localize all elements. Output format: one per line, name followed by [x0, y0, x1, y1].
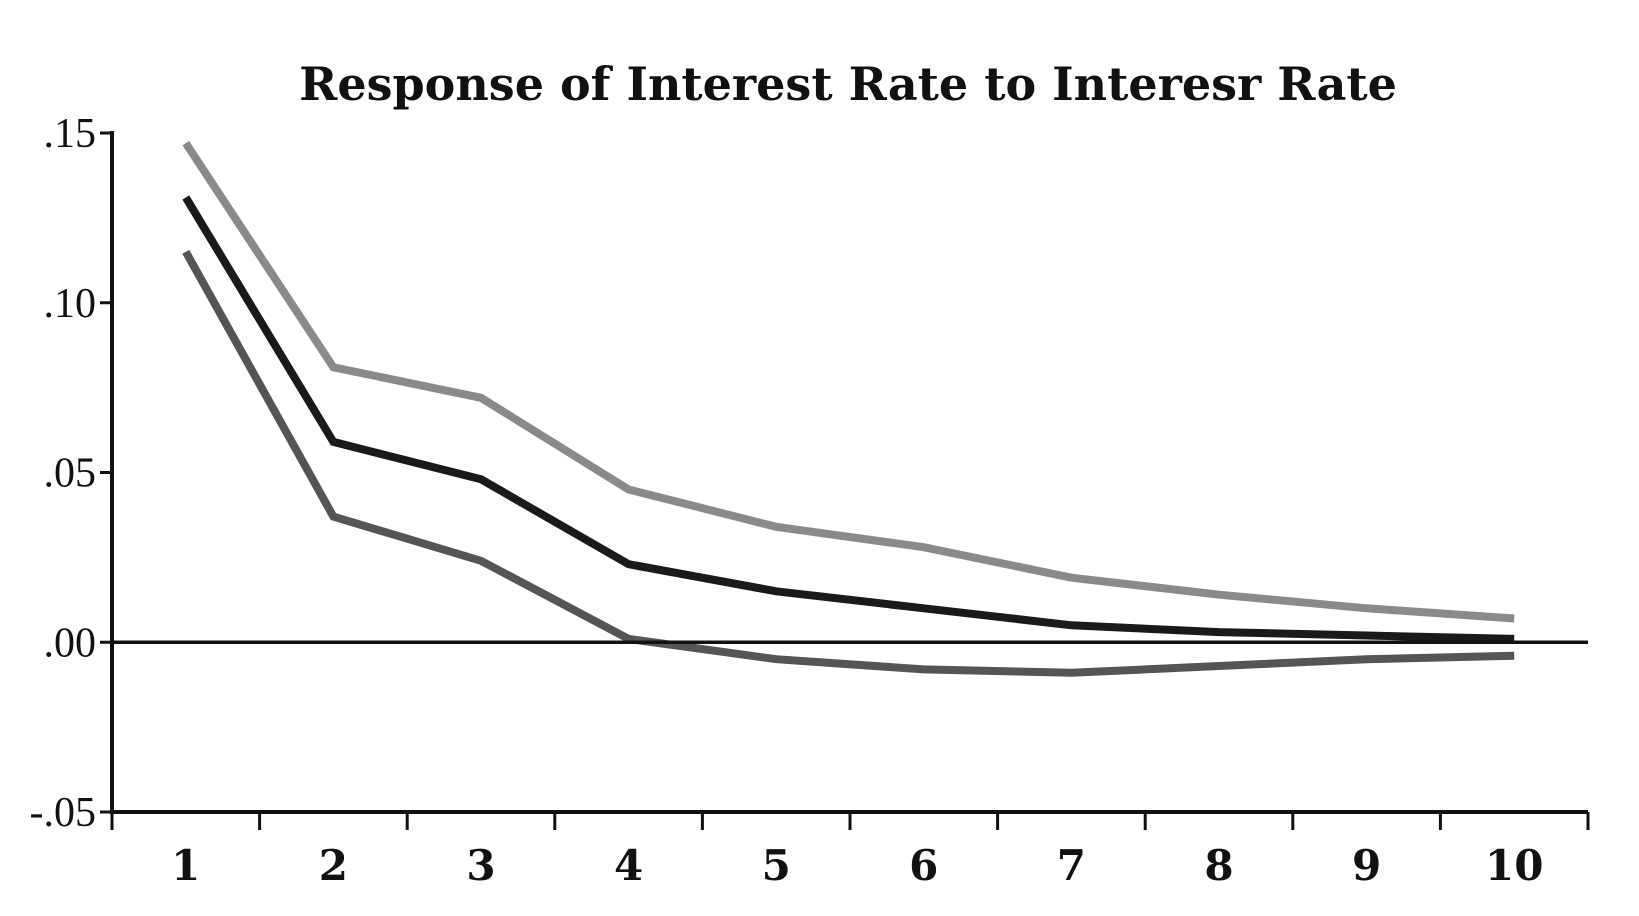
y-tick-label: .10: [44, 281, 97, 327]
y-tick-label: .05: [44, 451, 97, 497]
x-tick-label: 8: [1204, 841, 1233, 890]
x-tick-label: 6: [909, 841, 938, 890]
y-tick-label: .00: [44, 620, 97, 666]
x-tick-labels: 1 2 3 4 5 6 7 8 9 10: [171, 841, 1543, 890]
series-line-lower-band: [182, 249, 1515, 677]
x-tick-label: 10: [1485, 841, 1543, 890]
x-tick-label: 3: [466, 841, 495, 890]
x-tick-label: 5: [762, 841, 791, 890]
y-tick-label: .15: [44, 111, 97, 157]
y-tick-labels: .15 .10 .05 .00 -.05: [30, 111, 97, 836]
x-tick-label: 9: [1352, 841, 1381, 890]
x-tick-label: 7: [1057, 841, 1086, 890]
x-tick-label: 1: [171, 841, 200, 890]
series-line-response: [182, 195, 1515, 643]
series-layer: [182, 140, 1515, 677]
y-tick-label: -.05: [30, 790, 97, 836]
chart-title: Response of Interest Rate to Interesr Ra…: [299, 57, 1397, 111]
series-line-upper-band: [182, 140, 1515, 623]
axes-layer: [100, 131, 1590, 830]
x-tick-label: 2: [319, 841, 348, 890]
x-tick-label: 4: [614, 841, 643, 890]
